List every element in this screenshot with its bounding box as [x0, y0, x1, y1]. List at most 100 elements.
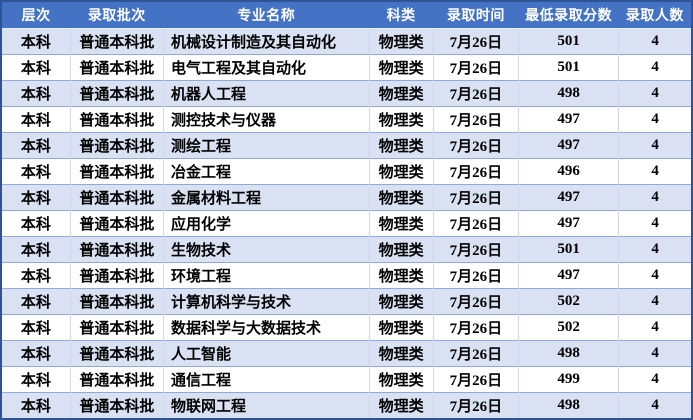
cell-count: 4	[618, 314, 692, 341]
cell-count: 4	[618, 366, 692, 393]
cell-level: 本科	[1, 236, 71, 263]
cell-min_score: 502	[517, 314, 620, 341]
cell-time: 7月26日	[432, 210, 519, 237]
cell-category: 物理类	[368, 392, 434, 419]
cell-batch: 普通本科批	[69, 184, 164, 211]
cell-category: 物理类	[368, 28, 434, 55]
cell-level: 本科	[1, 184, 71, 211]
cell-time: 7月26日	[432, 314, 519, 341]
cell-min_score: 501	[517, 54, 620, 81]
table-row: 本科 普通本科批 物联网工程 物理类 7月26日 498 4	[1, 392, 692, 419]
cell-level: 本科	[1, 366, 71, 393]
column-header-major: 专业名称	[163, 1, 370, 29]
cell-time: 7月26日	[432, 236, 519, 263]
cell-count: 4	[618, 80, 692, 107]
cell-count: 4	[618, 158, 692, 185]
cell-count: 4	[618, 288, 692, 315]
table-row: 本科 普通本科批 测绘工程 物理类 7月26日 497 4	[1, 132, 692, 159]
cell-major: 冶金工程	[162, 158, 370, 185]
cell-batch: 普通本科批	[69, 392, 164, 419]
cell-level: 本科	[1, 132, 71, 159]
table-header: 层次 录取批次 专业名称 科类 录取时间 最低录取分数 录取人数	[1, 1, 692, 29]
cell-batch: 普通本科批	[69, 158, 164, 185]
cell-level: 本科	[1, 158, 71, 185]
cell-level: 本科	[1, 262, 71, 289]
cell-major: 生物技术	[162, 236, 370, 263]
cell-time: 7月26日	[432, 132, 519, 159]
cell-time: 7月26日	[432, 80, 519, 107]
column-header-time: 录取时间	[433, 1, 519, 29]
cell-batch: 普通本科批	[69, 54, 164, 81]
cell-category: 物理类	[368, 340, 434, 367]
cell-time: 7月26日	[432, 392, 519, 419]
cell-batch: 普通本科批	[69, 106, 164, 133]
cell-major: 机械设计制造及其自动化	[162, 28, 370, 55]
cell-count: 4	[618, 106, 692, 133]
table-row: 本科 普通本科批 人工智能 物理类 7月26日 498 4	[1, 340, 692, 367]
table-row: 本科 普通本科批 计算机科学与技术 物理类 7月26日 502 4	[1, 288, 692, 315]
header-row: 层次 录取批次 专业名称 科类 录取时间 最低录取分数 录取人数	[1, 1, 692, 29]
table-row: 本科 普通本科批 生物技术 物理类 7月26日 501 4	[1, 236, 692, 263]
cell-level: 本科	[1, 340, 71, 367]
cell-category: 物理类	[368, 132, 434, 159]
cell-batch: 普通本科批	[69, 314, 164, 341]
cell-min_score: 497	[517, 262, 620, 289]
cell-category: 物理类	[368, 288, 434, 315]
cell-category: 物理类	[368, 366, 434, 393]
table-row: 本科 普通本科批 机械设计制造及其自动化 物理类 7月26日 501 4	[1, 28, 692, 55]
table-row: 本科 普通本科批 电气工程及其自动化 物理类 7月26日 501 4	[1, 54, 692, 81]
cell-category: 物理类	[368, 314, 434, 341]
cell-batch: 普通本科批	[69, 236, 164, 263]
table-row: 本科 普通本科批 数据科学与大数据技术 物理类 7月26日 502 4	[1, 314, 692, 341]
cell-time: 7月26日	[432, 28, 519, 55]
cell-time: 7月26日	[432, 184, 519, 211]
cell-level: 本科	[1, 392, 71, 419]
cell-count: 4	[618, 392, 692, 419]
cell-min_score: 497	[517, 184, 620, 211]
cell-time: 7月26日	[432, 262, 519, 289]
cell-major: 通信工程	[162, 366, 370, 393]
cell-category: 物理类	[368, 262, 434, 289]
column-header-level: 层次	[1, 1, 71, 29]
cell-category: 物理类	[368, 54, 434, 81]
cell-category: 物理类	[368, 236, 434, 263]
cell-min_score: 498	[517, 80, 620, 107]
cell-min_score: 501	[517, 28, 620, 55]
cell-level: 本科	[1, 314, 71, 341]
cell-count: 4	[618, 262, 692, 289]
cell-category: 物理类	[368, 106, 434, 133]
table-body: 本科 普通本科批 机械设计制造及其自动化 物理类 7月26日 501 4 本科 普通本科批 电气工…	[1, 28, 692, 419]
cell-major: 金属材料工程	[162, 184, 370, 211]
cell-batch: 普通本科批	[69, 288, 164, 315]
cell-count: 4	[618, 340, 692, 367]
cell-count: 4	[618, 210, 692, 237]
column-header-min_score: 最低录取分数	[518, 1, 619, 29]
cell-batch: 普通本科批	[69, 132, 164, 159]
cell-min_score: 497	[517, 106, 620, 133]
cell-major: 物联网工程	[162, 392, 370, 419]
cell-major: 测绘工程	[162, 132, 370, 159]
cell-batch: 普通本科批	[69, 80, 164, 107]
table-row: 本科 普通本科批 环境工程 物理类 7月26日 497 4	[1, 262, 692, 289]
cell-time: 7月26日	[432, 366, 519, 393]
cell-batch: 普通本科批	[69, 262, 164, 289]
cell-category: 物理类	[368, 184, 434, 211]
cell-batch: 普通本科批	[69, 366, 164, 393]
table-row: 本科 普通本科批 应用化学 物理类 7月26日 497 4	[1, 210, 692, 237]
cell-category: 物理类	[368, 80, 434, 107]
cell-min_score: 496	[517, 158, 620, 185]
cell-time: 7月26日	[432, 158, 519, 185]
column-header-count: 录取人数	[618, 1, 692, 29]
cell-time: 7月26日	[432, 54, 519, 81]
cell-level: 本科	[1, 28, 71, 55]
column-header-batch: 录取批次	[70, 1, 164, 29]
cell-min_score: 497	[517, 210, 620, 237]
cell-level: 本科	[1, 106, 71, 133]
cell-time: 7月26日	[432, 288, 519, 315]
table-row: 本科 普通本科批 金属材料工程 物理类 7月26日 497 4	[1, 184, 692, 211]
cell-major: 机器人工程	[162, 80, 370, 107]
cell-min_score: 497	[517, 132, 620, 159]
table-row: 本科 普通本科批 机器人工程 物理类 7月26日 498 4	[1, 80, 692, 107]
cell-major: 电气工程及其自动化	[162, 54, 370, 81]
